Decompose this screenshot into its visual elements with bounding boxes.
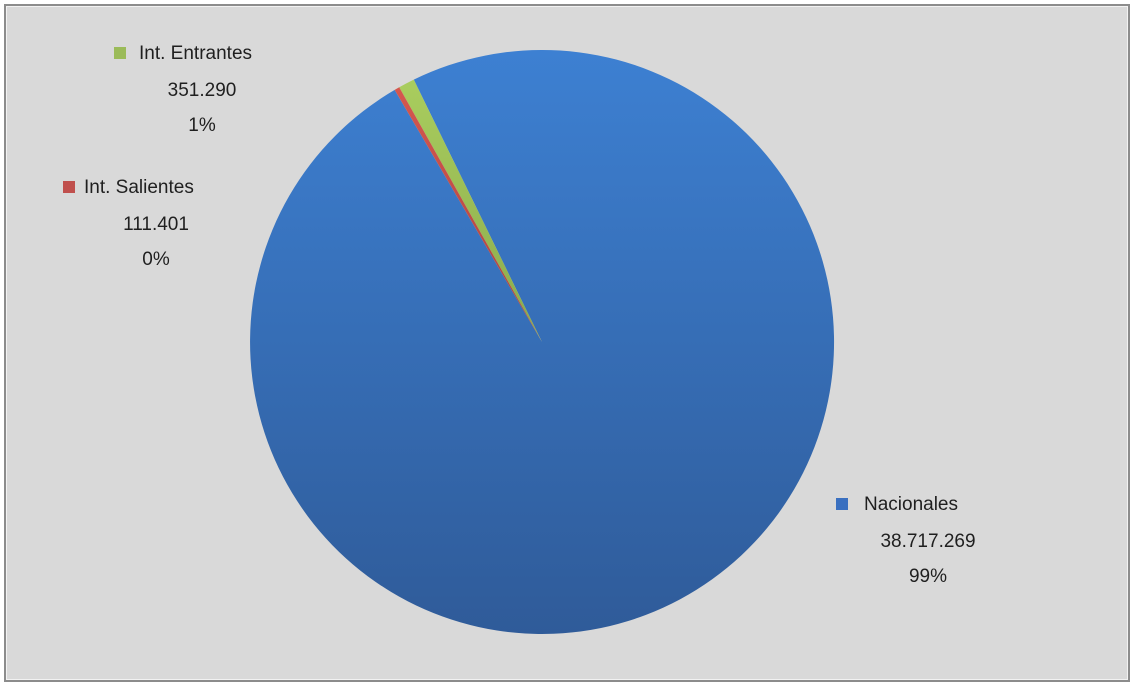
pie-slice-int-salientes [394, 87, 542, 342]
data-label-int-salientes: Int. Salientes 111.401 0% [63, 177, 194, 270]
legend-swatch-int-entrantes [114, 47, 126, 59]
data-label-nacionales: Nacionales 38.717.269 99% [836, 494, 976, 587]
legend-swatch-nacionales [836, 498, 848, 510]
slice-label-value: 38.717.269 [880, 531, 975, 552]
slice-label-percent: 0% [142, 249, 170, 270]
pie-slice-nacionales [250, 49, 835, 634]
slice-label-name: Int. Entrantes [139, 43, 252, 64]
slice-label-name: Nacionales [864, 494, 958, 515]
data-label-int-entrantes: Int. Entrantes 351.290 1% [114, 43, 252, 136]
chart-area: Int. Entrantes 351.290 1% Int. Salientes… [4, 4, 1130, 682]
slice-label-name: Int. Salientes [84, 177, 194, 198]
slice-label-value: 111.401 [123, 214, 189, 235]
slice-label-percent: 1% [188, 115, 216, 136]
pie-chart: Int. Entrantes 351.290 1% Int. Salientes… [63, 43, 976, 634]
slice-label-percent: 99% [909, 566, 947, 587]
slice-label-value: 351.290 [168, 80, 237, 101]
legend-swatch-int-salientes [63, 181, 75, 193]
pie-slice-int-entrantes [399, 79, 542, 342]
